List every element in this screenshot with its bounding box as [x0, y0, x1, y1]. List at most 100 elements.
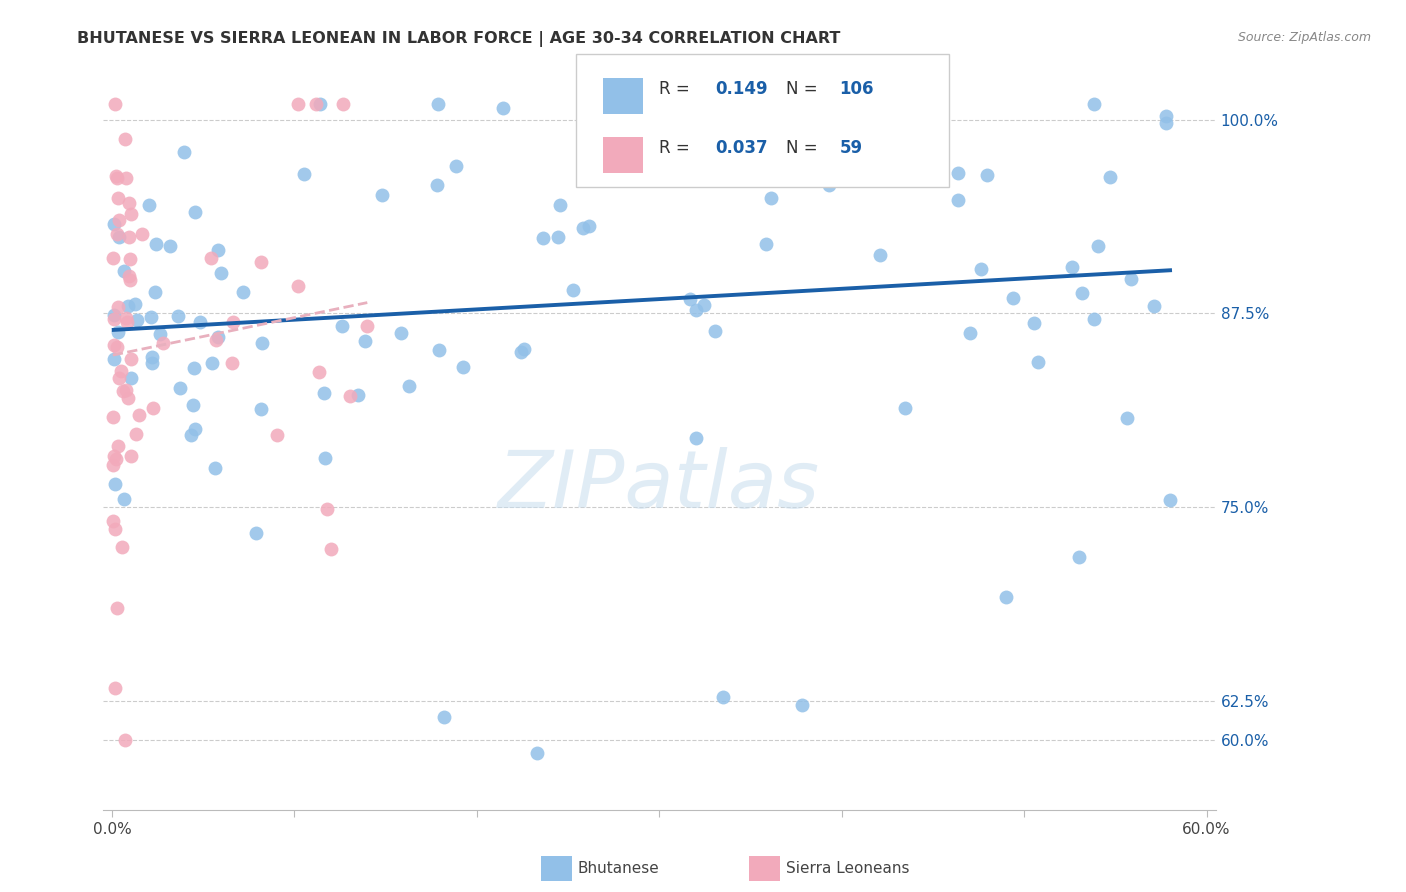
Point [693, 298, 716, 312]
Point [143, 285, 166, 300]
Point [976, 168, 998, 182]
Point [118, 268, 141, 283]
Point [547, 230, 569, 244]
Point [159, 238, 181, 252]
Point [339, 389, 361, 403]
Text: Bhutanese: Bhutanese [578, 862, 659, 876]
Point [115, 170, 138, 185]
Point [108, 370, 131, 384]
Point [107, 439, 129, 453]
Point [124, 297, 146, 311]
Point [120, 370, 142, 384]
Point [1083, 97, 1105, 112]
Point [110, 364, 132, 378]
Point [104, 477, 127, 491]
Point [679, 293, 702, 307]
Text: Sierra Leoneans: Sierra Leoneans [786, 862, 910, 876]
Point [330, 319, 353, 334]
Point [180, 428, 202, 442]
Point [1156, 110, 1178, 124]
Point [704, 324, 727, 338]
Point [114, 132, 136, 146]
Point [114, 310, 136, 325]
Point [1070, 285, 1092, 300]
Point [946, 193, 969, 207]
Point [104, 97, 127, 112]
Point [1062, 260, 1084, 275]
Point [142, 401, 165, 415]
Point [166, 309, 188, 323]
Point [759, 191, 782, 205]
Point [1067, 550, 1090, 565]
Text: Source: ZipAtlas.com: Source: ZipAtlas.com [1237, 31, 1371, 45]
Point [755, 236, 778, 251]
Point [834, 97, 856, 112]
Point [319, 542, 342, 557]
Point [169, 381, 191, 395]
Point [209, 266, 232, 280]
Point [245, 526, 267, 541]
Point [103, 312, 125, 326]
Point [103, 337, 125, 351]
Point [221, 356, 243, 370]
Point [901, 98, 924, 112]
Point [894, 401, 917, 416]
Point [398, 379, 420, 393]
Point [548, 198, 571, 212]
Point [111, 541, 134, 555]
Point [107, 301, 129, 315]
Point [946, 166, 969, 180]
Point [1121, 272, 1143, 286]
Point [287, 279, 309, 293]
Point [721, 97, 744, 112]
Point [620, 128, 643, 142]
Point [492, 101, 515, 115]
Point [252, 335, 274, 350]
Point [433, 710, 456, 724]
Point [104, 681, 127, 695]
Point [222, 315, 245, 329]
Point [120, 449, 142, 463]
Text: R =: R = [659, 79, 690, 97]
Point [1001, 291, 1024, 305]
Point [184, 205, 207, 219]
Point [117, 299, 139, 313]
Point [173, 145, 195, 160]
Point [188, 315, 211, 329]
Point [249, 255, 271, 269]
Point [114, 733, 136, 747]
Point [308, 97, 330, 112]
Point [115, 384, 138, 398]
Point [184, 422, 207, 436]
Point [1159, 492, 1181, 507]
Point [1083, 312, 1105, 326]
Point [105, 171, 128, 186]
Point [111, 384, 134, 398]
Point [141, 356, 163, 370]
Point [711, 690, 734, 704]
Point [101, 410, 124, 425]
Point [138, 197, 160, 211]
Point [1026, 355, 1049, 369]
Point [104, 452, 127, 467]
Point [562, 283, 585, 297]
Point [120, 207, 142, 221]
Point [354, 334, 377, 348]
Point [115, 315, 138, 329]
Point [141, 350, 163, 364]
Point [308, 366, 330, 380]
Point [101, 514, 124, 528]
Point [994, 591, 1017, 605]
Point [101, 251, 124, 265]
Point [287, 97, 309, 112]
Text: R =: R = [659, 139, 690, 157]
Point [356, 318, 378, 333]
Point [314, 385, 336, 400]
Point [305, 97, 328, 112]
Point [512, 342, 534, 356]
Point [103, 351, 125, 366]
Point [117, 391, 139, 405]
Point [790, 698, 813, 712]
Point [347, 388, 370, 402]
Point [1156, 115, 1178, 129]
